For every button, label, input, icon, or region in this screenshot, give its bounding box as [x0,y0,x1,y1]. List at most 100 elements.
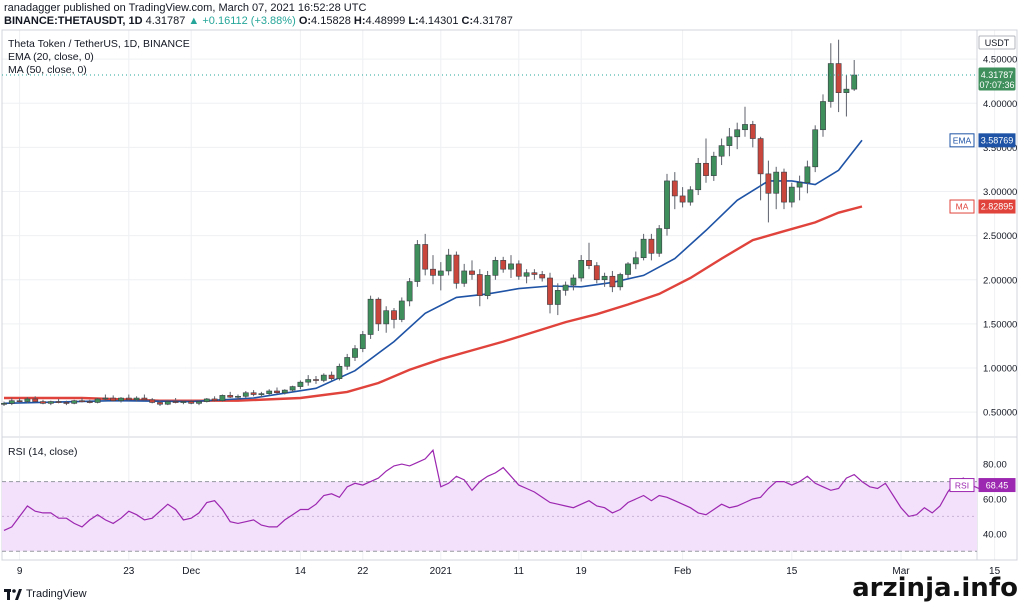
candle-down [32,396,39,403]
price-tick-label: 2.00000 [983,275,1017,286]
candle-body [703,162,709,176]
candle-body [227,395,234,398]
candle-up [656,225,663,257]
candle-down [476,269,483,307]
candle-body [664,180,670,229]
candle-body [398,300,405,320]
candle-body [578,260,585,279]
price-tick-label: 0.50000 [983,408,1017,419]
candle-body [632,257,639,265]
price-tick-label: 2.50000 [983,231,1017,242]
candle-down [110,395,117,402]
candle-body [430,268,436,276]
candle-body [437,270,444,276]
candle-body [289,386,296,391]
candle-body [656,228,663,254]
ema-badge-value-box [978,133,1016,148]
candle-up [640,233,647,261]
candle-body [562,284,569,291]
time-tick-label: 23 [123,566,135,577]
time-tick-label: Dec [182,566,200,577]
candle-body [742,124,748,131]
candle-up [8,398,15,406]
candle-body [422,244,429,270]
currency-badge-box [978,35,1016,50]
price-tick-label: 3.00000 [983,187,1017,198]
rsi-badge-value: 68.45 [986,480,1009,490]
candle-body [196,401,202,404]
price-axis: 4.50000 4.00000 3.50000 3.00000 2.50000 2.000… [983,55,1017,419]
ma-badge-label-box [949,199,975,214]
candle-body [757,138,764,175]
time-tick-label: 22 [357,566,369,577]
candle-down [391,308,397,329]
tradingview-brand[interactable]: TradingView [4,588,87,600]
candle-body [1,403,7,405]
price-tick-label: 4.00000 [983,99,1017,110]
candle-down [609,270,616,293]
legend-rsi: RSI (14, close) [8,446,78,458]
candle-up [461,263,468,287]
candle-up [445,248,452,276]
candle-body [203,398,210,402]
candle-down [749,120,756,148]
candle-body [281,389,288,394]
candle-up [196,400,202,406]
candle-body [79,400,85,402]
candle-down [531,269,538,280]
candle-down [515,260,522,280]
candle-up [235,394,241,400]
candle-body [492,260,499,276]
candle-body [625,263,631,275]
price-tick-label: 4.50000 [983,55,1017,66]
ema-badge-label: EMA [953,136,972,146]
candle-body [788,186,795,203]
candle-up [726,127,733,157]
candle-down [328,371,335,381]
time-tick-label: Mar [892,566,910,577]
candle-up [367,295,374,339]
candle-up [437,262,444,291]
candle-body [601,275,608,281]
rsi-tick-label: 60.00 [983,495,1007,506]
candle-up [336,363,343,381]
candle-down [313,375,319,384]
candle-up [601,272,608,287]
candle-body [180,401,187,403]
time-tick-label: 15 [786,566,798,577]
candle-up [687,186,694,206]
candle-body [375,298,382,325]
candle-body [414,244,421,282]
candle-body [827,63,834,102]
candles [1,39,977,406]
candle-body [359,334,366,349]
symbol: BINANCE:THETAUSDT, 1D [4,15,143,27]
candle-body [313,379,319,381]
candle-down [149,398,156,404]
rsi-band [2,481,977,552]
candle-up [734,122,741,150]
candle-body [94,398,101,403]
candle-body [500,260,507,270]
ma-badge-label: MA [956,202,969,212]
rsi-tick-label: 80.00 [983,460,1007,471]
chart-frame [1,29,1018,561]
candle-down [55,398,62,404]
candle-down [40,399,46,405]
candle-body [305,379,312,383]
candle-body [149,399,156,403]
candle-up [133,396,140,402]
price-badge-box [978,67,1016,91]
rsi-badge-label: RSI [955,480,969,490]
candle-up [843,75,850,117]
candle-down [227,391,234,399]
candle-down [835,39,842,113]
candle-up [554,283,561,316]
ma-badge-value: 2.82895 [981,202,1014,212]
candle-up [625,262,631,279]
legend-title: Theta Token / TetherUS, 1D, BINANCE [8,38,190,50]
candle-up [484,270,491,300]
candle-body [86,401,93,403]
candle-up [718,138,725,166]
